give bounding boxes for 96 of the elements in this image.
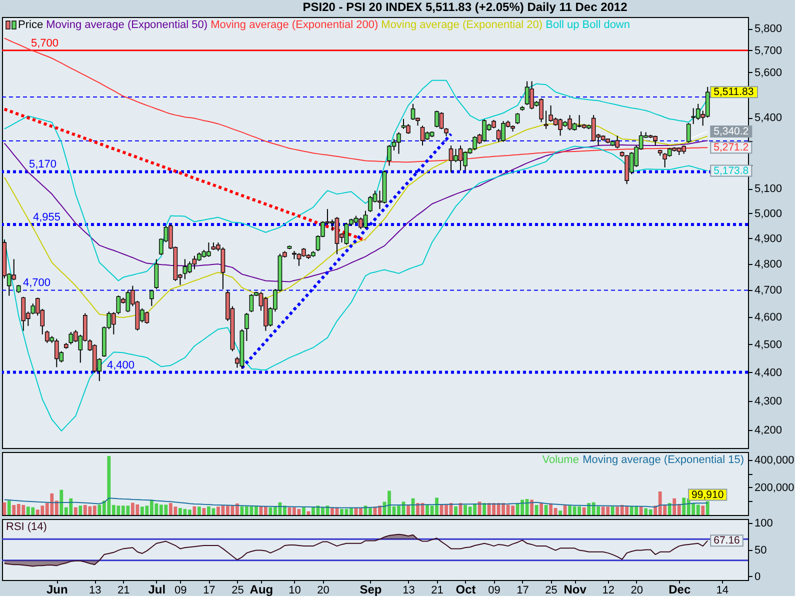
data-label: 5,271.2 <box>714 142 749 154</box>
x-tick-label: 21 <box>118 584 130 596</box>
candlestick <box>150 290 154 306</box>
ref-line-label: 5,700 <box>31 37 59 50</box>
x-tick-label: 17 <box>516 584 529 596</box>
ref-line-label: 4,955 <box>33 212 61 224</box>
chart-title: PSI20 - PSI 20 INDEX 5,511.83 (+2.05%) Daily 11 Dec 2012 <box>302 0 628 14</box>
y-tick-label: 5,600 <box>754 66 782 79</box>
ref-line-label: 5,170 <box>29 158 57 171</box>
bar <box>192 506 196 515</box>
y-tick-label: 4,200 <box>754 424 782 437</box>
ref-line-label: 4,700 <box>23 277 51 290</box>
y-tick-label: 4,900 <box>754 232 782 245</box>
text: Boll down <box>582 19 630 31</box>
ref-line-label: 4,400 <box>107 359 135 372</box>
line-series <box>4 534 708 567</box>
y-tick-label: 4,800 <box>754 258 782 271</box>
bar <box>563 504 567 515</box>
bar <box>701 506 705 515</box>
data-label: 5,173.8 <box>714 164 749 177</box>
line-series <box>2 108 367 242</box>
y-tick-label: 4,700 <box>754 284 782 297</box>
data-label: 67.16 <box>714 534 740 547</box>
x-tick-label: Jul <box>148 582 166 596</box>
y-tick-label: 5,800 <box>754 23 782 36</box>
x-tick-label: Oct <box>456 582 476 596</box>
x-tick-label: Jun <box>46 582 68 596</box>
text: Moving average (Exponential 15) <box>582 454 744 466</box>
bar <box>2 502 6 515</box>
x-tick-label: 17 <box>203 584 216 596</box>
x-tick-label: 10 <box>288 584 301 596</box>
bar <box>610 506 614 515</box>
line-series <box>4 498 708 508</box>
bar <box>302 507 306 515</box>
y-tick-label: 5,100 <box>754 183 782 196</box>
text: Moving average (Exponential 50) <box>46 19 208 31</box>
x-tick-label: 21 <box>431 584 444 596</box>
bar <box>544 504 548 515</box>
bar <box>534 504 538 515</box>
bar <box>7 500 11 515</box>
candlestick <box>244 312 249 342</box>
text: Volume <box>542 454 579 466</box>
y-tick-label: 5,000 <box>754 208 782 220</box>
bar <box>74 507 78 515</box>
x-tick-label: 25 <box>232 584 244 596</box>
bar <box>202 508 206 515</box>
line-series <box>4 146 708 432</box>
x-tick-label: 12 <box>602 584 614 596</box>
bar <box>78 506 82 515</box>
text: 5,511.83 <box>714 86 754 98</box>
bar <box>582 507 586 515</box>
bar <box>530 500 534 515</box>
y-tick-label: 200,000 <box>754 482 794 494</box>
y-tick-label: 5,400 <box>754 112 782 124</box>
y-tick-label: 0 <box>754 570 761 583</box>
x-tick-label: 20 <box>630 584 643 596</box>
data-label: 5,340.2 <box>714 125 749 138</box>
text: Boll up <box>546 19 580 31</box>
candlestick <box>686 122 691 144</box>
candlestick <box>515 112 520 125</box>
candlestick <box>544 110 548 130</box>
legend-label: Price <box>18 19 44 31</box>
x-tick-label: Dec <box>668 582 691 596</box>
bar <box>197 506 201 515</box>
x-tick-label: Aug <box>250 582 274 596</box>
x-tick-label: 14 <box>716 584 728 596</box>
bar <box>639 506 643 515</box>
x-tick-label: Sep <box>360 582 382 596</box>
x-tick-label: 13 <box>402 584 415 596</box>
y-tick-label: 4,500 <box>754 338 782 351</box>
x-tick-label: Nov <box>564 582 587 596</box>
text: Moving average (Exponential 200) <box>210 19 378 31</box>
bar <box>540 503 544 515</box>
x-tick-label: 09 <box>488 584 500 596</box>
y-tick-label: 4,600 <box>754 311 782 324</box>
candlestick <box>154 258 159 290</box>
y-tick-label: 5,700 <box>754 44 782 57</box>
bar <box>482 503 486 515</box>
y-tick-label: 4,300 <box>754 395 782 408</box>
x-tick-label: 20 <box>317 584 330 596</box>
text: RSI (14) <box>6 521 47 533</box>
line-series <box>678 130 708 144</box>
y-tick-label: 100 <box>754 518 773 530</box>
bar <box>454 506 458 515</box>
x-tick-label: 09 <box>174 584 187 596</box>
x-tick-label: 13 <box>89 584 102 596</box>
y-tick-label: 50 <box>754 544 767 556</box>
x-tick-label: 25 <box>545 584 558 596</box>
data-label: 99,910 <box>692 488 724 501</box>
bar <box>406 504 410 515</box>
y-tick-label: 400,000 <box>754 454 794 466</box>
bar <box>668 503 672 515</box>
bar <box>706 501 710 515</box>
bar <box>558 510 562 515</box>
text: Moving average (Exponential 20) <box>381 19 543 31</box>
y-tick-label: 4,400 <box>754 366 782 379</box>
